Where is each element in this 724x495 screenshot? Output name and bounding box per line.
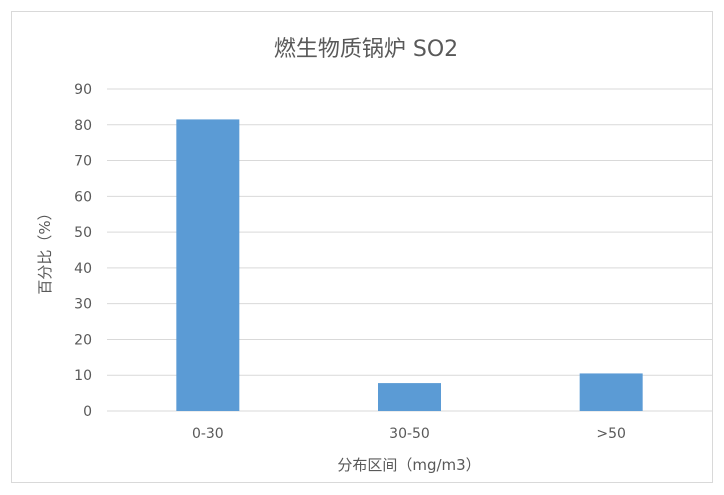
bar-30-50 [378,383,441,411]
y-tick-label: 30 [74,297,92,313]
x-axis-label: 分布区间（mg/m3） [337,456,480,474]
y-tick-label: 60 [74,189,92,205]
y-axis-tick-labels: 0 10 20 30 40 50 60 70 80 90 [74,82,92,420]
x-tick-label: 0-30 [192,426,224,442]
y-axis-label: 百分比（%） [36,205,54,294]
y-tick-label: 0 [83,404,92,420]
y-tick-label: 80 [74,118,92,134]
x-tick-label: >50 [596,426,626,442]
bar-0-30 [176,119,240,412]
x-axis-tick-labels: 0-30 30-50 >50 [192,426,626,442]
y-tick-label: 90 [74,82,92,98]
x-tick-label: 30-50 [389,426,430,442]
chart-title: 燃生物质锅炉 SO2 [274,37,458,62]
y-tick-label: 70 [74,154,92,170]
bar->50 [579,373,643,411]
y-tick-label: 50 [74,225,92,241]
y-tick-label: 20 [74,332,92,348]
bars [176,119,643,412]
y-tick-label: 10 [74,368,92,384]
y-tick-label: 40 [74,261,92,277]
